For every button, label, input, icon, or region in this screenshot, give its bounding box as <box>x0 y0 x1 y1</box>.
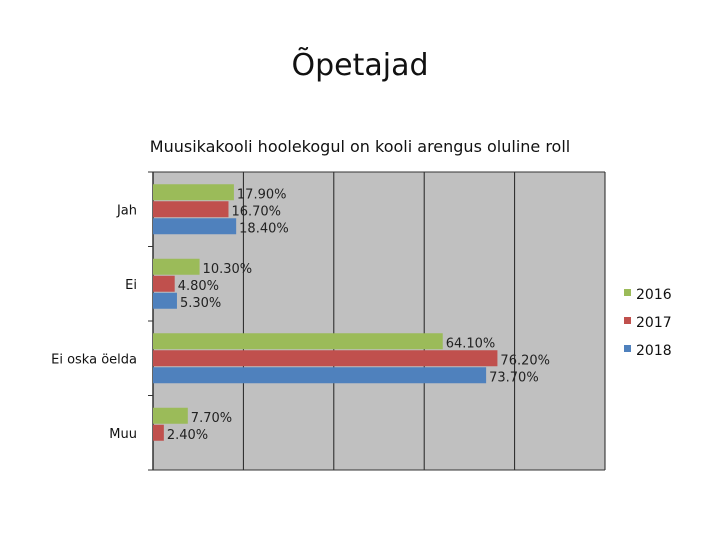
data-label: 7.70% <box>191 411 232 426</box>
legend: 2016 2017 2018 <box>624 287 672 359</box>
bar-2018 <box>153 367 487 384</box>
bar-2017 <box>153 424 164 441</box>
bar-2018 <box>153 218 237 235</box>
data-label: 5.30% <box>180 296 221 311</box>
data-label: 64.10% <box>446 336 496 351</box>
data-label: 76.20% <box>500 353 550 368</box>
bar-2016 <box>153 407 188 424</box>
legend-swatch-2017 <box>624 317 631 324</box>
bar-2016 <box>153 258 200 275</box>
data-label: 2.40% <box>167 428 208 443</box>
category-label: Ei <box>125 278 137 293</box>
bar-2017 <box>153 275 175 292</box>
bar-2016 <box>153 333 443 350</box>
data-label: 10.30% <box>203 262 253 277</box>
data-label: 17.90% <box>237 187 287 202</box>
data-label: 73.70% <box>489 370 539 385</box>
legend-label-2018: 2018 <box>636 343 672 359</box>
category-label: Jah <box>116 203 137 218</box>
bar-2017 <box>153 350 498 367</box>
legend-label-2017: 2017 <box>636 315 672 331</box>
bar-2016 <box>153 184 234 201</box>
category-label: Muu <box>109 427 137 442</box>
legend-swatch-2018 <box>624 345 631 352</box>
data-label: 18.40% <box>239 221 289 236</box>
data-label: 4.80% <box>178 279 219 294</box>
plot-area: Jah 17.90% 16.70% 18.40% Ei 10.30% 4.80% 5.30% E… <box>51 171 606 471</box>
chart-title: Muusikakooli hoolekogul on kooli arengus… <box>150 137 570 156</box>
slide-title: Õpetajad <box>291 48 429 83</box>
legend-label-2016: 2016 <box>636 287 672 303</box>
data-label: 16.70% <box>231 204 281 219</box>
bar-2017 <box>153 201 229 218</box>
category-label: Ei oska öelda <box>51 352 137 367</box>
legend-swatch-2016 <box>624 289 631 296</box>
bar-2018 <box>153 292 177 309</box>
